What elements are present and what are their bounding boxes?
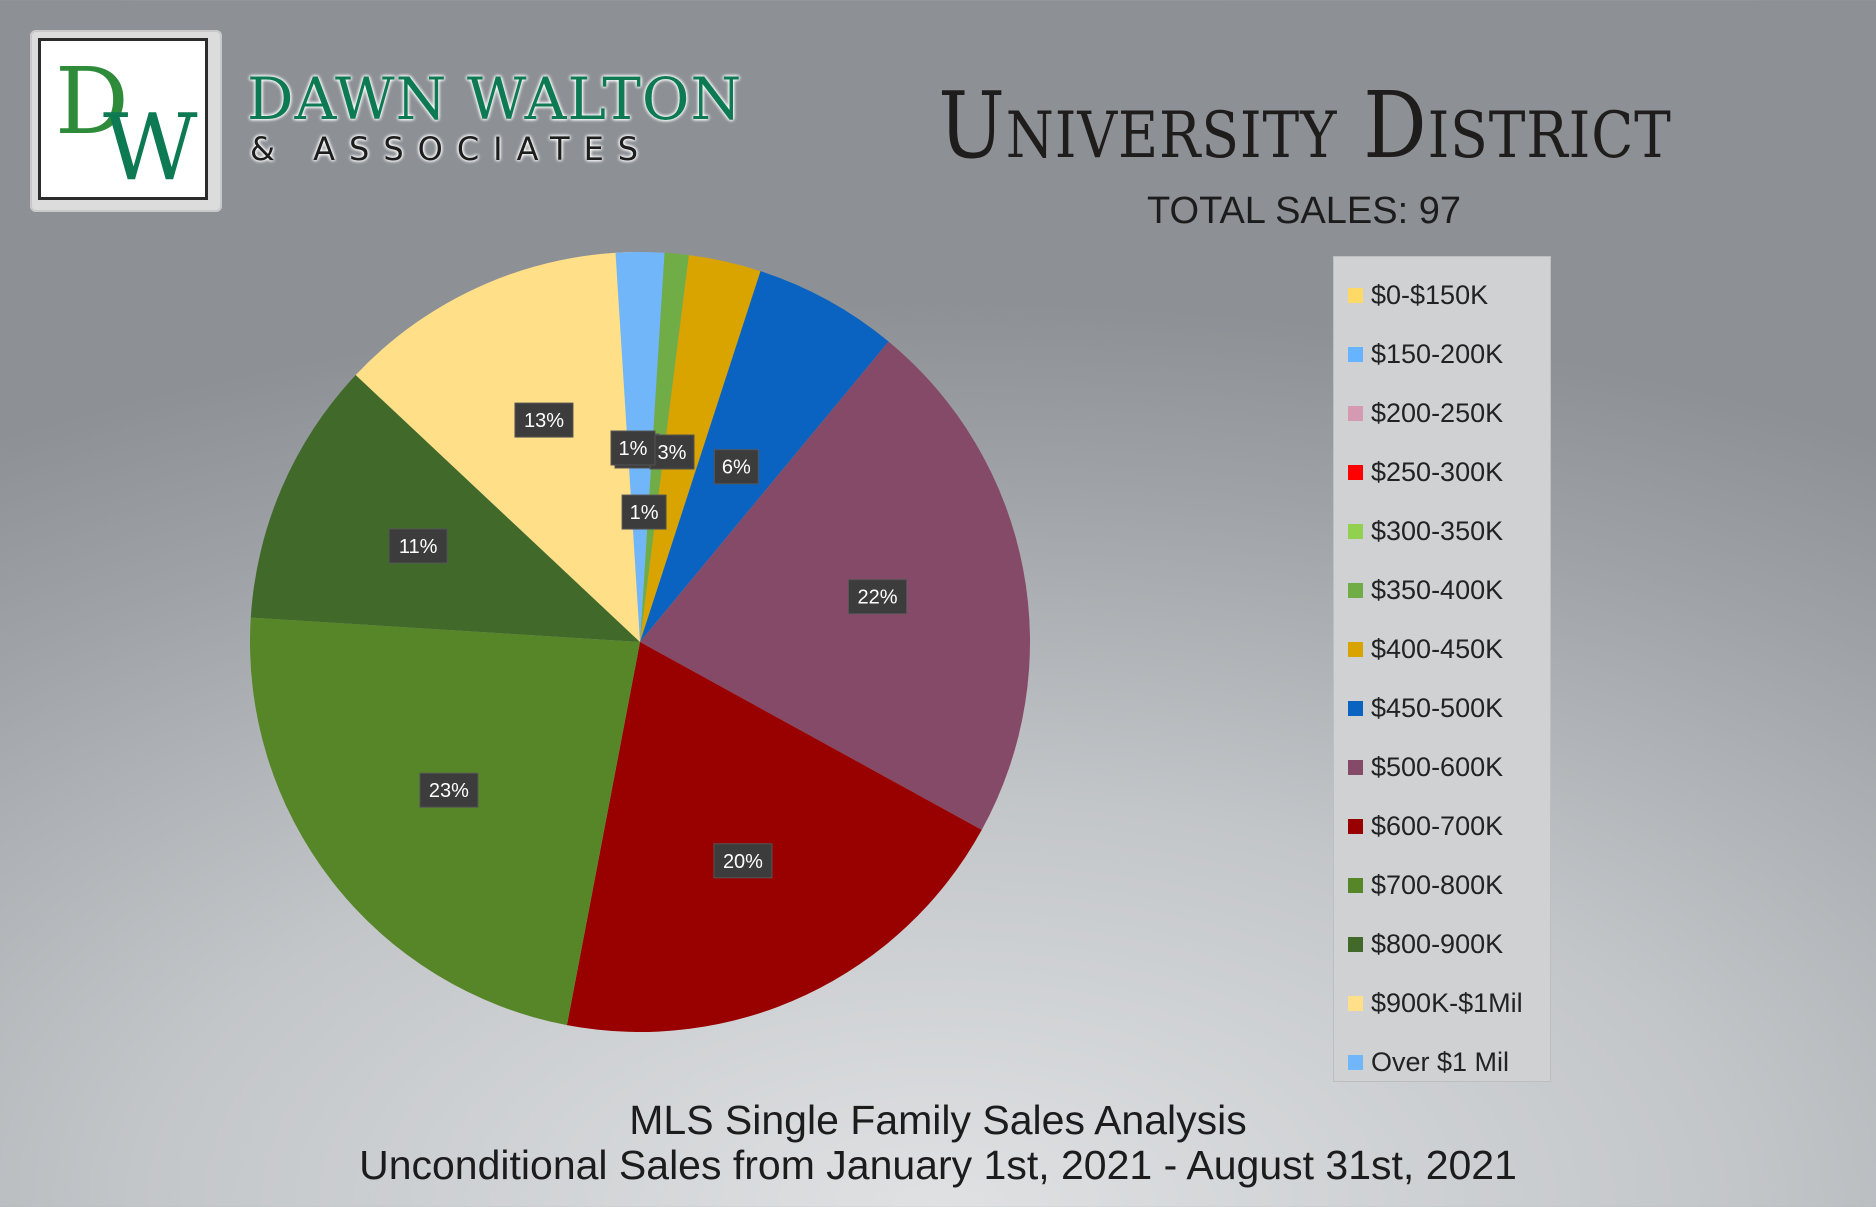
legend-item--150-200k: $150-200K [1348,334,1503,374]
logo-monogram-box: D W [38,38,208,200]
data-label-box [388,528,448,564]
data-label-box [610,430,656,466]
data-label-box [621,494,667,530]
data-label--900k-1mil: 13% [514,402,574,438]
logo-monogram: D W [55,48,198,197]
legend-label: $200-250K [1371,397,1504,428]
legend-label: $400-450K [1371,633,1504,664]
data-label--500-600k: 22% [848,579,908,615]
legend-swatch [1348,936,1363,952]
legend-swatch [1348,523,1363,539]
data-label-text: 1% [619,438,648,460]
legend-label: $350-400K [1371,574,1504,605]
chart-legend: $0-$150K $150-200K $200-250K $250-300K $300-… [1333,256,1551,1082]
legend-item--500-600k: $500-600K [1348,747,1503,787]
legend-label: $450-500K [1371,692,1504,723]
data-label--450-500k: 6% [713,449,759,485]
brand-name: DAWN WALTON [247,65,743,133]
legend-label: $300-350K [1371,515,1504,546]
pie-slice--900k-1mil [355,252,640,642]
pie-slices [250,252,1030,1032]
legend-item--450-500k: $450-500K [1348,688,1503,728]
data-label-box [514,402,574,438]
data-label-box [713,449,759,485]
data-label-box [419,772,479,808]
total-sales: TOTAL SALES: 97 [1146,190,1461,232]
legend-item--250-300k: $250-300K [1348,452,1503,492]
legend-swatch [1348,582,1363,598]
data-label--700-800k: 23% [419,772,479,808]
legend-item--350-400k: $350-400K [1348,570,1503,610]
legend-swatch [1348,1054,1363,1070]
data-label-text: 20% [723,851,763,873]
data-label--600-700k: 20% [713,843,773,879]
brand-subtitle: & ASSOCIATES [250,130,653,168]
data-label-over-1-mil: 1% [621,494,667,530]
legend-item--200-250k: $200-250K [1348,393,1503,433]
data-label--400-450k: 3% [649,434,695,470]
legend-swatch [1348,405,1363,421]
legend-swatch [1348,818,1363,834]
pie-labels: 1%3%6%22%20%23%11%13%1%1% [388,402,908,879]
logo-frame: D W [30,30,222,212]
pie-slice--400-450k [640,255,761,643]
pie-slice--800-900k [250,375,640,642]
data-label-box [848,579,908,615]
legend-item--800-900k: $800-900K [1348,924,1503,964]
data-label-text: 6% [722,457,751,479]
footer-caption: MLS Single Family Sales Analysis [629,1097,1247,1143]
legend-swatch [1348,995,1363,1011]
logo-letter-w: W [103,94,198,197]
legend-item--600-700k: $600-700K [1348,806,1503,846]
legend-label: Over $1 Mil [1371,1046,1510,1077]
data-label--800-900k: 11% [388,528,448,564]
data-label-box [713,843,773,879]
pie-slice--450-500k [640,271,889,642]
data-label-text: 3% [658,442,687,464]
data-label-text: 23% [429,780,469,802]
data-label-text: 1% [630,502,659,524]
legend-swatch [1348,346,1363,362]
legend-swatch [1348,464,1363,480]
data-label-over-1-mil: 1% [610,430,656,466]
data-label-text: 13% [524,410,564,432]
legend-label: $900K-$1Mil [1371,987,1523,1018]
legend-item--300-350k: $300-350K [1348,511,1503,551]
legend-swatch [1348,287,1363,303]
legend-label: $700-800K [1371,869,1504,900]
legend-label: $600-700K [1371,810,1504,841]
legend-swatch [1348,877,1363,893]
logo-letter-d: D [55,48,129,155]
legend-label: $800-900K [1371,928,1504,959]
legend-label: $500-600K [1371,751,1504,782]
pie-slice--700-800k [250,617,640,1026]
data-label-text: 11% [399,536,438,558]
legend-item--700-800k: $700-800K [1348,865,1503,905]
legend-label: $250-300K [1371,456,1504,487]
legend-swatch [1348,641,1363,657]
legend-item--900k-1mil: $900K-$1Mil [1348,983,1523,1023]
pie-slice--600-700k [566,642,982,1032]
pie-slice--500-600k [640,341,1030,830]
data-label-text: 22% [858,587,898,609]
chart-title: University District [938,72,1672,179]
footer-date-range: Unconditional Sales from January 1st, 20… [359,1142,1517,1188]
legend-label: $0-$150K [1371,279,1489,310]
legend-item-over-1-mil: Over $1 Mil [1348,1042,1509,1082]
legend-swatch [1348,700,1363,716]
legend-item--0-150k: $0-$150K [1348,275,1488,315]
legend-swatch [1348,759,1363,775]
legend-item--400-450k: $400-450K [1348,629,1503,669]
legend-label: $150-200K [1371,338,1504,369]
data-label-box [649,434,695,470]
